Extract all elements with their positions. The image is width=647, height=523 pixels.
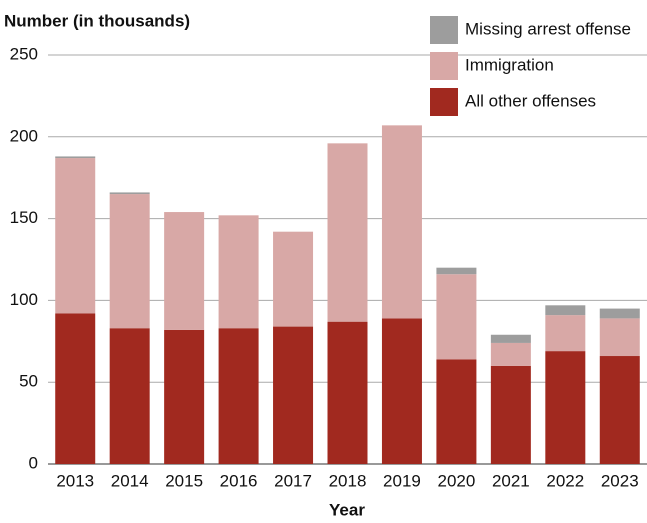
bar-segment [273, 326, 314, 464]
bar-segment [164, 329, 205, 464]
bar-segment [436, 274, 477, 360]
y-axis-label: Number (in thousands) [4, 11, 190, 30]
y-tick-label: 100 [10, 290, 38, 309]
legend-label: Missing arrest offense [465, 19, 631, 38]
bar-segment [545, 305, 586, 316]
legend-label: Immigration [465, 55, 554, 74]
bar-segment [381, 318, 422, 464]
bar-segment [599, 318, 640, 357]
legend-swatch [430, 52, 458, 80]
y-tick-label: 200 [10, 126, 38, 145]
bar-segment [490, 334, 531, 343]
bar-segment [381, 125, 422, 319]
x-tick-label: 2023 [601, 471, 639, 490]
x-tick-label: 2014 [111, 471, 149, 490]
bar-segment [545, 351, 586, 464]
y-tick-label: 250 [10, 44, 38, 63]
bar-segment [599, 356, 640, 464]
bar-segment [273, 231, 314, 327]
x-axis-label: Year [329, 500, 365, 519]
bar-segment [490, 342, 531, 366]
x-tick-label: 2017 [274, 471, 312, 490]
bar-segment [490, 365, 531, 464]
legend-swatch [430, 16, 458, 44]
bar-segment [55, 156, 96, 159]
bar-segment [218, 328, 259, 464]
bar-segment [436, 359, 477, 464]
bar-segment [436, 267, 477, 275]
bar-segment [109, 328, 150, 464]
bar-segment [55, 313, 96, 464]
bar-segment [327, 321, 368, 464]
bar-segment [109, 192, 150, 195]
x-tick-label: 2016 [220, 471, 258, 490]
bar-segment [327, 143, 368, 322]
y-tick-label: 0 [29, 453, 38, 472]
x-tick-label: 2013 [56, 471, 94, 490]
bar-segment [545, 315, 586, 352]
bar-segment [599, 308, 640, 319]
y-tick-label: 50 [19, 372, 38, 391]
x-tick-label: 2022 [546, 471, 584, 490]
bar-segment [55, 158, 96, 314]
y-tick-label: 150 [10, 208, 38, 227]
x-tick-label: 2021 [492, 471, 530, 490]
bar-segment [218, 215, 259, 329]
bar-segment [109, 194, 150, 329]
legend-swatch [430, 88, 458, 116]
x-tick-label: 2015 [165, 471, 203, 490]
bar-segment [164, 212, 205, 330]
x-tick-label: 2019 [383, 471, 421, 490]
x-tick-label: 2020 [437, 471, 475, 490]
legend-label: All other offenses [465, 91, 596, 110]
x-tick-label: 2018 [329, 471, 367, 490]
